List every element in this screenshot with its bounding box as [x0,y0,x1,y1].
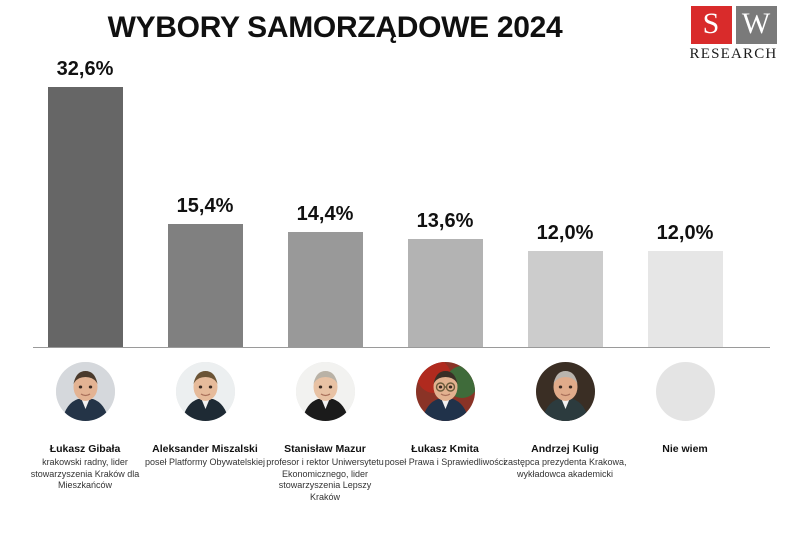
avatar [536,362,595,421]
bar-column: 14,4% Stanisław Mazur profesor i rektor Un… [265,60,385,533]
avatar [656,362,715,421]
bar-value-label: 14,4% [296,203,354,225]
candidate-description: krakowski radny, lider stowarzyszenia Kr… [30,457,140,491]
bar-value-label: 15,4% [176,195,234,217]
bar-caption: Łukasz Gibała krakowski radny, lider stow… [23,443,147,492]
candidate-name: Łukasz Gibała [49,443,121,455]
bar-value-label: 13,6% [416,210,474,232]
logo-letter-s: S [690,6,732,44]
bar-column: 12,0% Andrzej Kulig zastępca prezydenta Kr… [503,60,627,533]
avatar [416,362,475,421]
candidate-name: Andrzej Kulig [531,443,599,455]
bar-rect[interactable] [48,87,123,347]
bar-wrap: 14,4% [265,60,385,347]
bar-wrap: 13,6% [385,60,505,347]
bar-rect[interactable] [648,251,723,347]
bar-wrap: 12,0% [505,60,625,347]
bar-rect[interactable] [408,239,483,347]
candidate-name: Łukasz Kmita [411,443,479,455]
bar-rect[interactable] [168,224,243,347]
bar-column: 12,0% Nie wiem [625,60,745,533]
bar-column: 32,6% Łukasz Gibała krakowski radny, lider… [23,58,147,533]
bar-column: 15,4% Aleksander Miszalski poseł Platformy… [145,60,265,533]
candidate-name: Nie wiem [662,443,708,455]
bar-caption: Nie wiem [623,443,747,457]
chart-baseline [33,347,770,348]
bar-wrap: 15,4% [145,60,265,347]
candidate-description: poseł Platformy Obywatelskiej [144,457,266,468]
bar-rect[interactable] [528,251,603,347]
logo-letter-w: W [735,6,777,44]
candidate-name: Aleksander Miszalski [152,443,258,455]
bar-value-label: 12,0% [656,222,714,244]
candidate-description: poseł Prawa i Sprawiedliwości [384,457,506,468]
bar-caption: Andrzej Kulig zastępca prezydenta Krakowa… [503,443,627,480]
avatar [176,362,235,421]
bar-caption: Aleksander Miszalski poseł Platformy Obyw… [143,443,267,469]
bar-column: 13,6% Łukasz Kmita poseł Prawa i Sprawiedl… [383,60,507,533]
candidate-description: zastępca prezydenta Krakowa, wykładowca … [503,457,627,479]
bar-caption: Stanisław Mazur profesor i rektor Uniwers… [263,443,387,503]
avatar [56,362,115,421]
avatar [296,362,355,421]
chart-header: WYBORY SAMORZĄDOWE 2024 S W RESEARCH [0,0,800,62]
sw-research-logo: S W RESEARCH [681,6,786,62]
bar-value-label: 32,6% [56,58,114,80]
candidate-description: profesor i rektor Uniwersytetu Ekonomicz… [266,457,384,502]
bar-wrap: 12,0% [625,60,745,347]
logo-wordmark: RESEARCH [689,46,778,62]
bar-caption: Łukasz Kmita poseł Prawa i Sprawiedliwośc… [383,443,507,469]
bar-wrap: 32,6% [25,58,145,347]
bar-rect[interactable] [288,232,363,347]
candidate-name: Stanisław Mazur [284,443,366,455]
page-title: WYBORY SAMORZĄDOWE 2024 [107,11,563,44]
logo-squares: S W [681,6,786,44]
bar-value-label: 12,0% [536,222,594,244]
